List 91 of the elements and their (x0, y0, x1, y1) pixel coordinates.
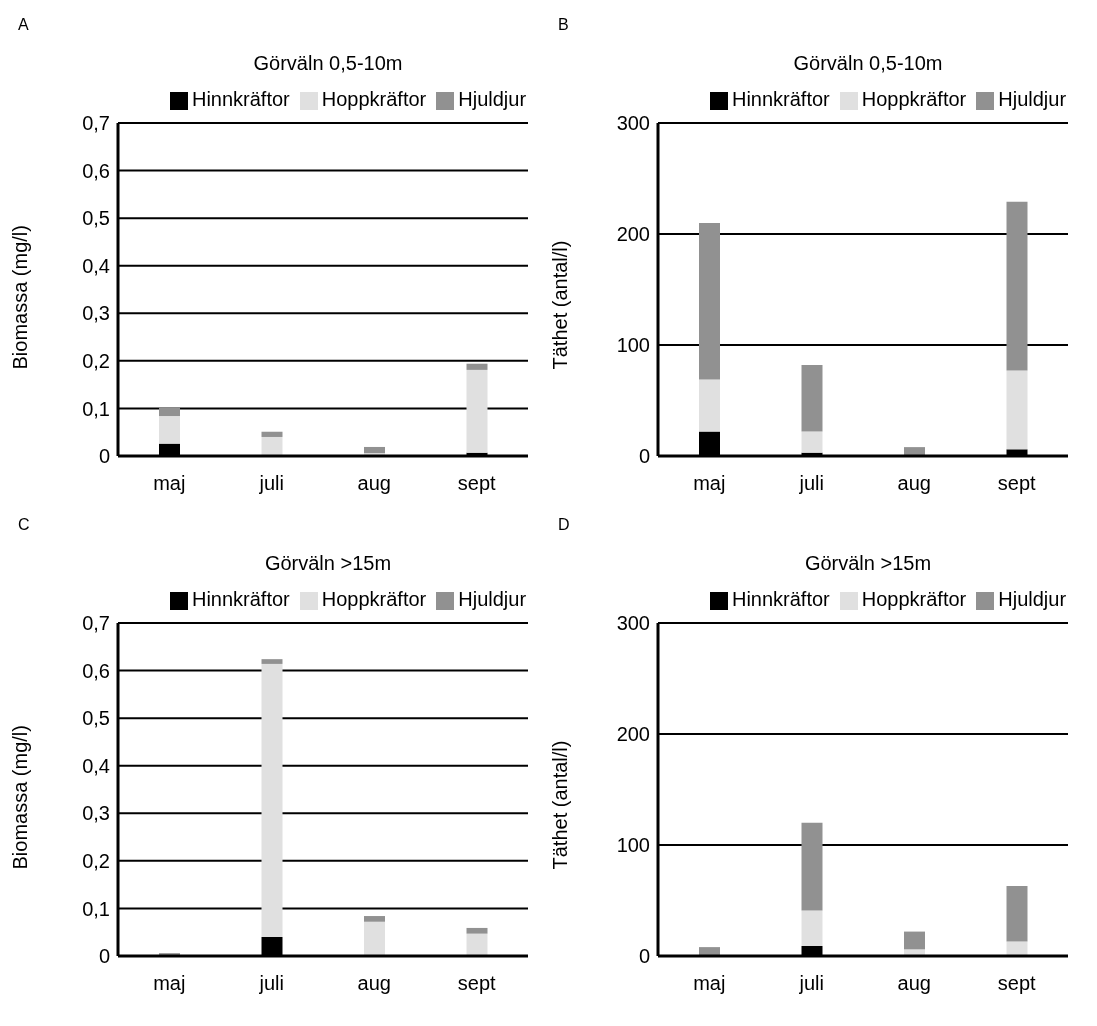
text: C (18, 516, 30, 534)
y-tick-label: 0,6 (82, 659, 110, 682)
x-tick-label: juli (258, 472, 284, 495)
y-axis-title: Täthet (antal/l) (549, 740, 572, 870)
y-tick-label: 0,7 (82, 112, 110, 135)
bar (1006, 370, 1028, 450)
y-tick-label: 0 (98, 445, 110, 468)
y-axis-title: Biomassa (mg/l) (9, 725, 32, 870)
bar (699, 222, 720, 380)
legend-label: Hinnkräftor (731, 588, 830, 610)
y-tick-label: 0,4 (82, 254, 110, 277)
bar (364, 446, 385, 454)
y-tick-label: 0,6 (82, 159, 110, 182)
y-tick-label: 0,1 (82, 897, 110, 920)
y-axis-title: Biomassa (mg/l) (9, 225, 32, 370)
text: B (558, 16, 569, 34)
legend-label: Hoppkräftor (861, 588, 967, 610)
x-tick-label: juli (258, 972, 284, 995)
bar (159, 416, 180, 444)
bar (904, 447, 925, 456)
bar (1006, 886, 1028, 942)
x-tick-label: aug (897, 972, 931, 995)
y-tick-label: 100 (616, 834, 650, 857)
legend-label: Hinnkräftor (191, 88, 290, 110)
legend-label: Hjuldjur (458, 88, 527, 110)
bar (261, 659, 283, 664)
bar (261, 431, 283, 437)
bar (801, 822, 823, 911)
x-tick-label: juli (798, 472, 824, 495)
y-tick-label: 0,2 (82, 849, 110, 872)
legend-label: Hjuldjur (458, 588, 527, 610)
bar (466, 369, 488, 453)
y-tick-label: 0,4 (82, 754, 110, 777)
y-tick-label: 0,1 (82, 397, 110, 420)
y-tick-label: 300 (616, 112, 650, 135)
legend-label: Hinnkräftor (191, 588, 290, 610)
text: A (18, 16, 29, 34)
bar (364, 921, 385, 956)
y-tick-label: 0,2 (82, 349, 110, 372)
chart-title: Görväln >15m (263, 552, 393, 575)
x-tick-label: sept (457, 972, 497, 995)
bar (159, 407, 180, 417)
bar (1006, 201, 1028, 371)
legend-label: Hjuldjur (998, 588, 1067, 610)
bar (466, 927, 488, 934)
bar (261, 663, 283, 937)
legend-label: Hoppkräftor (861, 88, 967, 110)
bar (261, 436, 283, 456)
y-tick-label: 0 (638, 445, 650, 468)
bar (699, 379, 720, 432)
x-tick-label: sept (997, 972, 1037, 995)
x-tick-label: aug (357, 972, 391, 995)
y-tick-label: 0,5 (82, 207, 110, 230)
chart-title: Görväln 0,5-10m (252, 52, 404, 75)
bar (466, 363, 488, 370)
bar (364, 916, 385, 922)
y-tick-label: 200 (616, 223, 650, 246)
y-tick-label: 0 (638, 945, 650, 968)
x-tick-label: maj (153, 972, 186, 995)
x-tick-label: aug (897, 472, 931, 495)
x-tick-label: aug (357, 472, 391, 495)
bar (801, 910, 823, 947)
y-tick-label: 0,7 (82, 612, 110, 635)
legend-label: Hoppkräftor (321, 88, 427, 110)
y-tick-label: 0,3 (82, 302, 110, 325)
x-tick-label: sept (997, 472, 1037, 495)
bar (1006, 941, 1028, 956)
bar (699, 947, 720, 956)
y-tick-label: 100 (616, 334, 650, 357)
bar (904, 931, 925, 950)
text: D (558, 516, 570, 534)
y-tick-label: 0 (98, 945, 110, 968)
y-axis-title: Täthet (antal/l) (549, 240, 572, 370)
x-tick-label: maj (153, 472, 186, 495)
x-tick-label: maj (693, 972, 726, 995)
bar (466, 933, 488, 956)
bar (801, 364, 823, 432)
chart-title: Görväln >15m (803, 552, 933, 575)
x-tick-label: juli (798, 972, 824, 995)
y-tick-label: 0,3 (82, 802, 110, 825)
chart-title: Görväln 0,5-10m (792, 52, 944, 75)
legend-label: Hinnkräftor (731, 88, 830, 110)
legend-label: Hjuldjur (998, 88, 1067, 110)
bar (904, 949, 925, 956)
y-tick-label: 200 (616, 723, 650, 746)
y-tick-label: 300 (616, 612, 650, 635)
legend-label: Hoppkräftor (321, 588, 427, 610)
bar (801, 431, 823, 453)
y-tick-label: 0,5 (82, 707, 110, 730)
x-tick-label: maj (693, 472, 726, 495)
x-tick-label: sept (457, 472, 497, 495)
